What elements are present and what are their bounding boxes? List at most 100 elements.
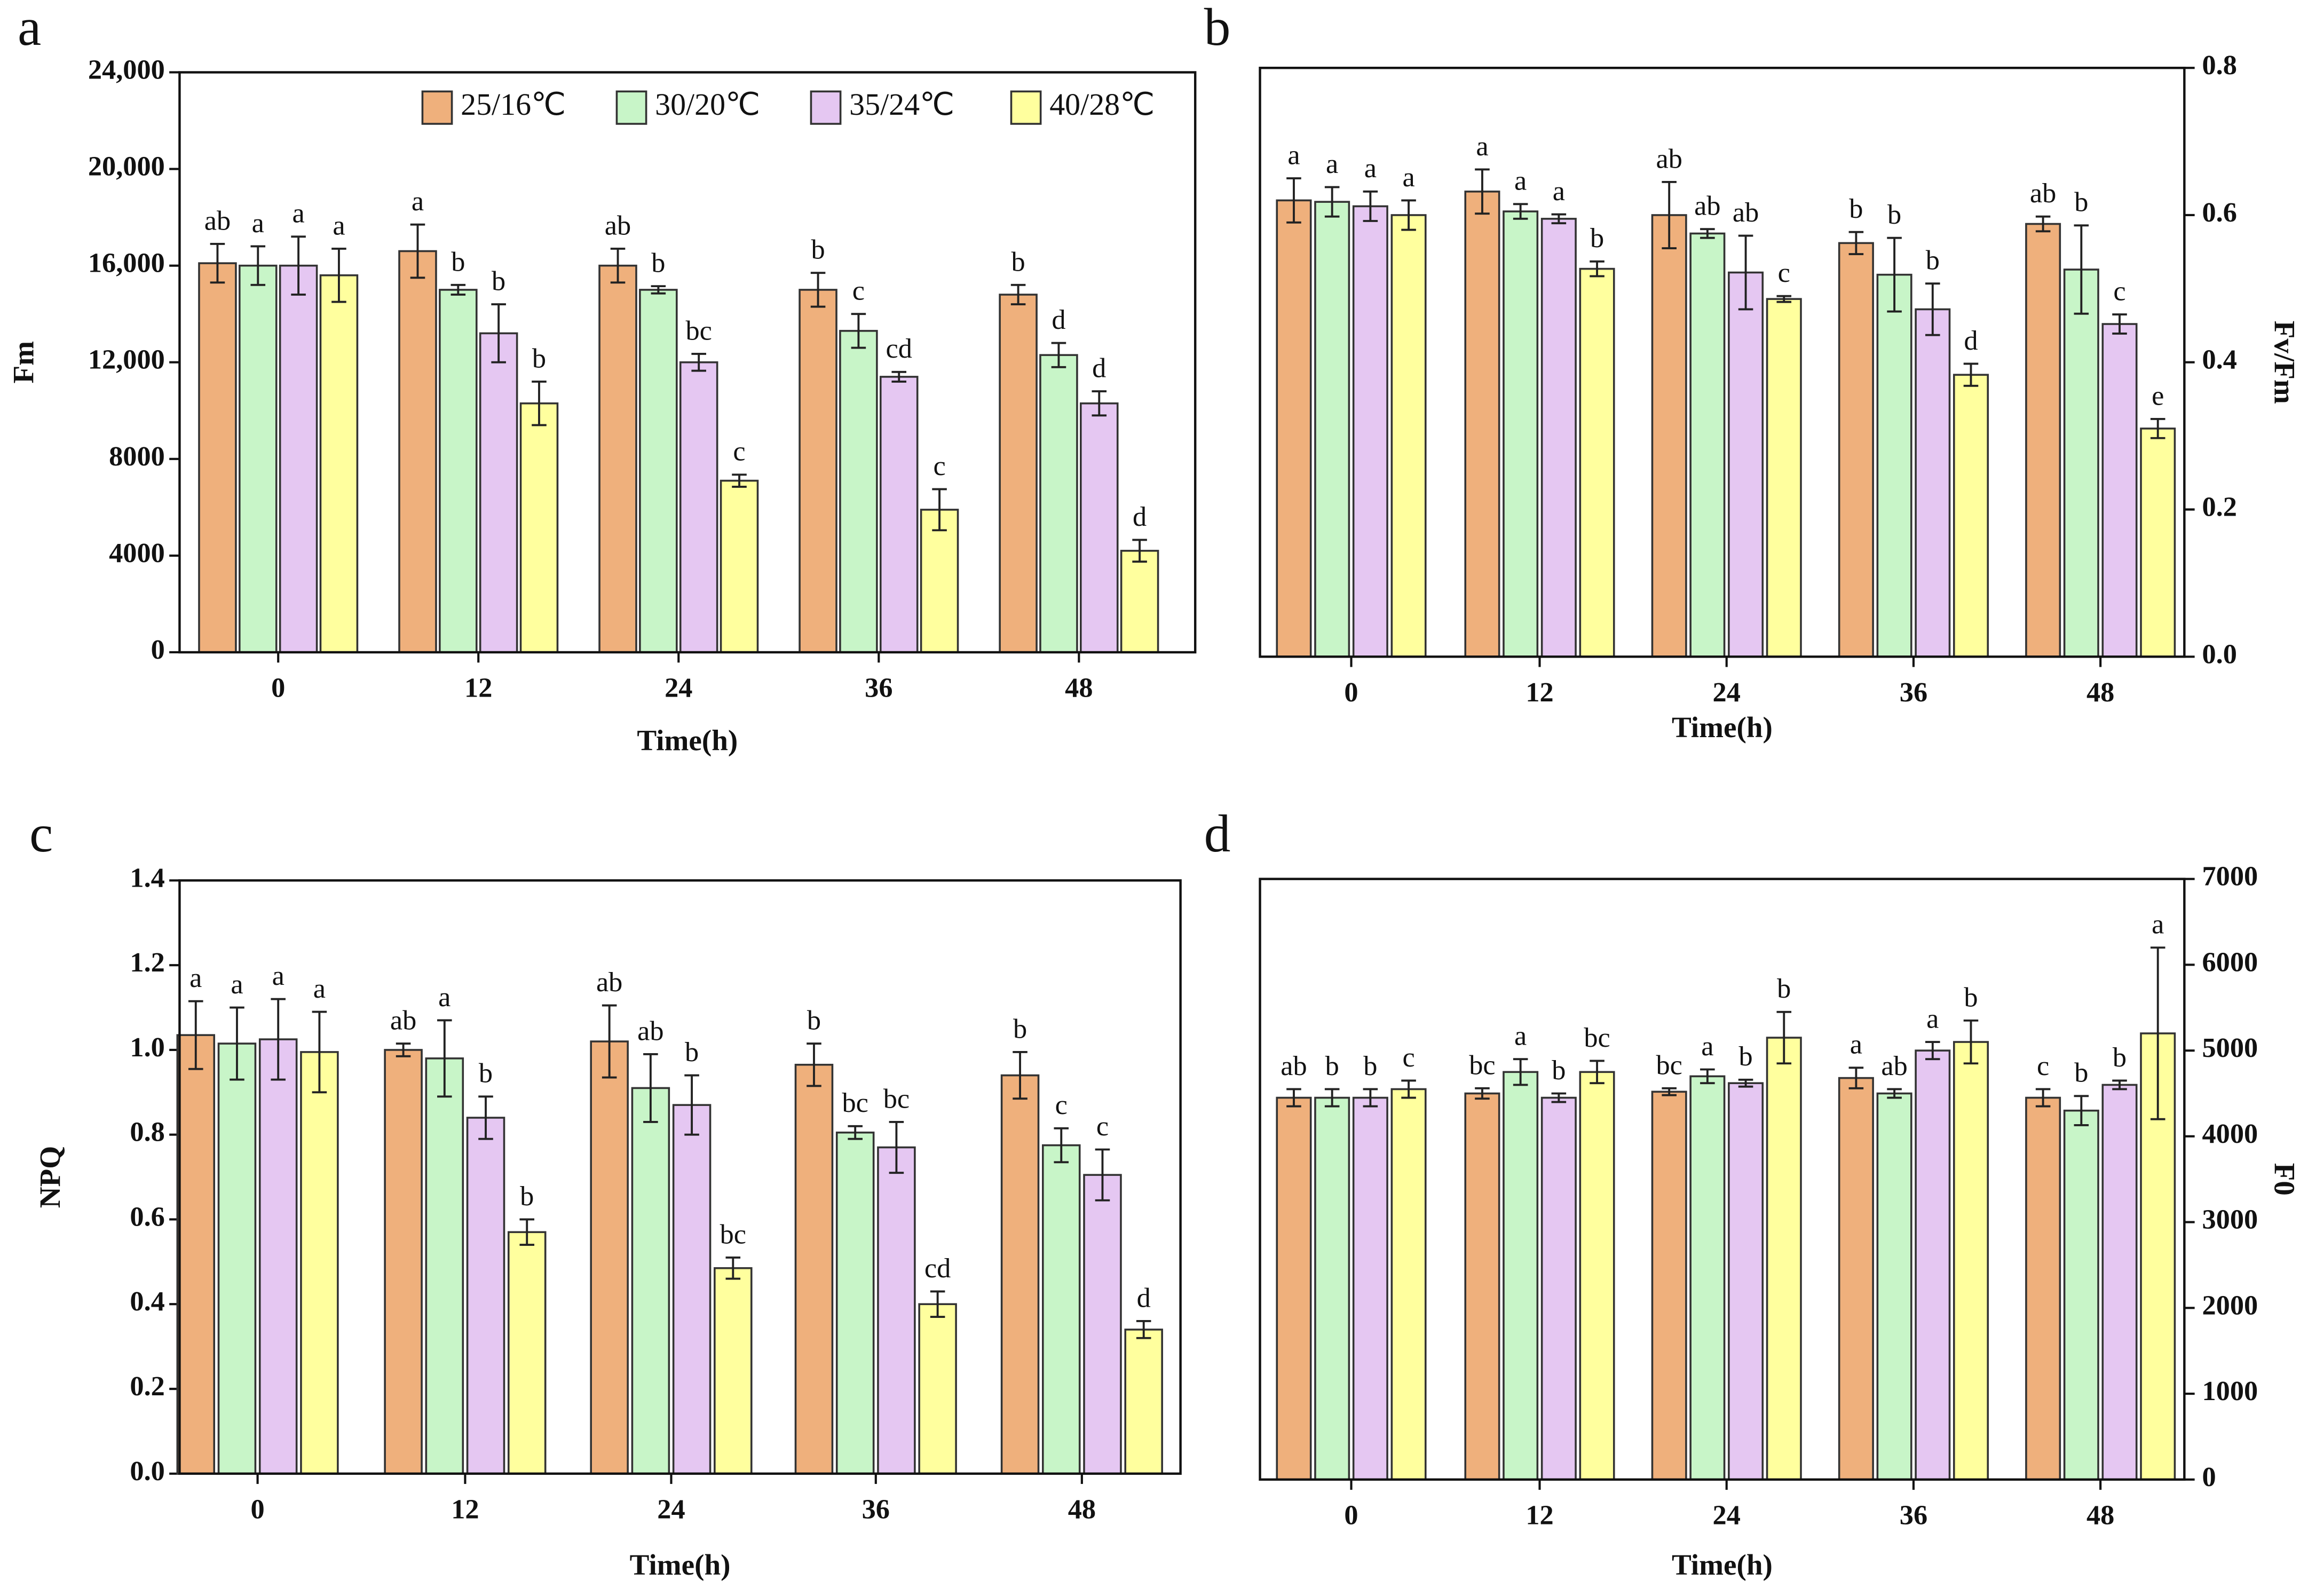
x-tick-label: 12 [1526,677,1553,708]
bar [1953,374,1989,658]
x-tick-label: 0 [1344,677,1358,708]
x-tick-label: 48 [2086,677,2114,708]
bar [1766,1037,1802,1481]
significance-letter: b [492,265,505,296]
significance-letter: a [1326,148,1338,179]
significance-letter: a [1364,153,1377,184]
x-axis-title: Time(h) [630,1548,731,1581]
significance-letter: b [479,1058,493,1089]
bar [519,402,559,653]
y-tick-label: 0.0 [130,1456,164,1487]
bar [1390,1088,1427,1481]
y-tick-label: 12,000 [88,344,165,375]
y-tick-label: 0.4 [2202,344,2236,375]
bar [598,264,637,653]
y-tick-label: 1.4 [130,862,164,893]
bar [631,1087,670,1475]
x-axis-title: Time(h) [1672,711,1773,744]
bar [425,1057,464,1475]
bar [2101,323,2138,658]
y-tick-label: 6000 [2202,946,2258,977]
significance-letter: c [2113,276,2125,307]
bar [999,294,1038,653]
y-tick-label: 24,000 [88,54,165,85]
bar [1464,1092,1500,1481]
significance-letter: b [520,1181,534,1212]
significance-letter: a [1514,165,1527,196]
bar [1579,1071,1615,1481]
significance-letter: ab [1733,197,1759,228]
bar [1915,1049,1951,1481]
significance-letter: b [532,343,546,374]
significance-letter: a [231,969,243,1000]
significance-letter: bc [1584,1022,1610,1053]
significance-letter: b [685,1037,699,1068]
bar [2025,223,2061,658]
x-tick-label: 36 [865,673,892,704]
significance-letter: a [412,186,424,217]
significance-letter: ab [390,1005,416,1036]
significance-letter: c [2037,1050,2049,1081]
significance-letter: b [1926,245,1940,276]
significance-letter: b [1011,246,1025,277]
bar [1915,308,1951,658]
y-axis-title: F0 [2269,1163,2301,1196]
panel-label: b [1204,0,1231,57]
bar [799,289,837,653]
significance-letter: b [807,1005,821,1036]
bar [2025,1096,2061,1481]
significance-letter: d [1137,1282,1151,1313]
bar [1651,1091,1687,1481]
bar [466,1117,505,1475]
plot-frame [1259,878,2186,1481]
significance-letter: a [438,982,450,1013]
bar [714,1267,753,1475]
significance-letter: ab [605,210,631,241]
y-tick-label: 0.6 [130,1201,164,1232]
x-tick-label: 0 [250,1494,264,1524]
bar [1276,1096,1312,1481]
significance-letter: bc [883,1083,910,1114]
y-tick-label: 0.4 [130,1286,164,1317]
significance-letter: c [1778,257,1790,288]
significance-letter: a [1850,1029,1862,1060]
x-axis-title: Time(h) [637,724,738,757]
significance-letter: d [1133,501,1147,532]
bar [198,262,237,653]
bar [258,1038,298,1475]
significance-letter: b [1777,973,1791,1004]
bar [639,289,678,653]
significance-letter: b [1590,223,1604,254]
bar [1503,210,1539,658]
significance-letter: a [333,210,345,241]
significance-letter: cd [924,1253,951,1284]
legend-swatch [615,90,647,125]
y-tick-label: 4000 [109,538,165,568]
x-tick-label: 0 [1344,1500,1358,1531]
significance-letter: a [252,208,264,239]
bar [1352,1096,1388,1481]
panel-label: c [29,805,53,863]
significance-letter: a [1701,1031,1713,1062]
bar [1838,242,1874,658]
bar [1464,191,1500,658]
bar [794,1063,834,1475]
significance-letter: a [2152,909,2164,940]
bar [1838,1077,1874,1481]
y-tick-label: 7000 [2202,861,2258,892]
significance-letter: cd [886,333,912,364]
y-tick-label: 4000 [2202,1118,2258,1149]
significance-letter: a [313,973,326,1004]
bar [2140,428,2176,658]
bar [439,289,478,653]
bar [2063,268,2099,658]
significance-letter: a [272,960,284,991]
significance-letter: c [1402,1042,1414,1073]
significance-letter: bc [1469,1049,1495,1080]
bar [1689,232,1726,658]
bar [279,264,318,653]
significance-letter: a [1514,1021,1527,1052]
